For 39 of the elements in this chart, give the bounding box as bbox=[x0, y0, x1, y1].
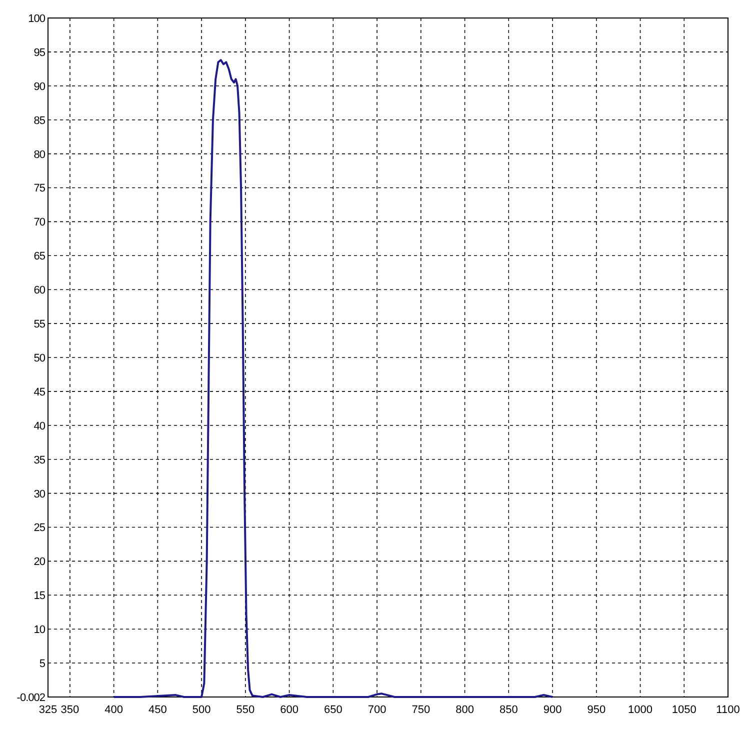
y-tick-label: 85 bbox=[34, 114, 46, 127]
x-tick-label: 500 bbox=[192, 704, 211, 716]
x-tick-label: 400 bbox=[104, 704, 123, 716]
y-tick-label: 35 bbox=[34, 454, 46, 466]
y-tick-label: 25 bbox=[34, 522, 46, 534]
x-tick-label: 450 bbox=[148, 704, 167, 716]
x-tick-label: 700 bbox=[368, 704, 386, 716]
x-tick-label: 800 bbox=[456, 704, 474, 716]
y-tick-label: 15 bbox=[34, 590, 46, 602]
x-tick-label: 1050 bbox=[672, 704, 696, 716]
y-tick-label: 45 bbox=[34, 386, 46, 398]
x-tick-label: 950 bbox=[587, 704, 606, 716]
y-tick-label: 40 bbox=[34, 420, 46, 432]
x-tick-label: 900 bbox=[543, 704, 562, 716]
y-tick-label: 90 bbox=[34, 80, 46, 93]
x-tick-label: 750 bbox=[412, 704, 430, 716]
y-tick-label: 80 bbox=[34, 148, 46, 161]
y-tick-label: 30 bbox=[34, 488, 46, 500]
y-tick-label: -0.002 bbox=[16, 692, 46, 704]
y-tick-label: 95 bbox=[34, 46, 46, 59]
x-tick-label: 1000 bbox=[628, 704, 652, 716]
y-tick-label: 75 bbox=[34, 182, 46, 195]
y-tick-label: 5 bbox=[39, 658, 46, 670]
y-tick-label: 55 bbox=[34, 318, 46, 331]
x-tick-label: 600 bbox=[280, 704, 298, 716]
x-tick-label: 1100 bbox=[716, 704, 740, 716]
y-tick-label: 50 bbox=[34, 352, 46, 364]
line-series bbox=[112, 59, 554, 698]
y-tick-label: 65 bbox=[34, 250, 46, 263]
y-tick-label: 20 bbox=[34, 556, 46, 568]
x-tick-label: 550 bbox=[236, 704, 255, 716]
x-tick-label: 325 bbox=[38, 704, 58, 716]
x-tick-label: 650 bbox=[324, 704, 342, 716]
y-tick-label: 70 bbox=[34, 216, 46, 229]
x-tick-label: 350 bbox=[60, 704, 80, 716]
y-tick-label: 100 bbox=[28, 13, 46, 25]
x-tick-label: 850 bbox=[499, 704, 518, 716]
y-tick-label: 10 bbox=[34, 624, 46, 636]
y-tick-label: 60 bbox=[34, 284, 46, 297]
